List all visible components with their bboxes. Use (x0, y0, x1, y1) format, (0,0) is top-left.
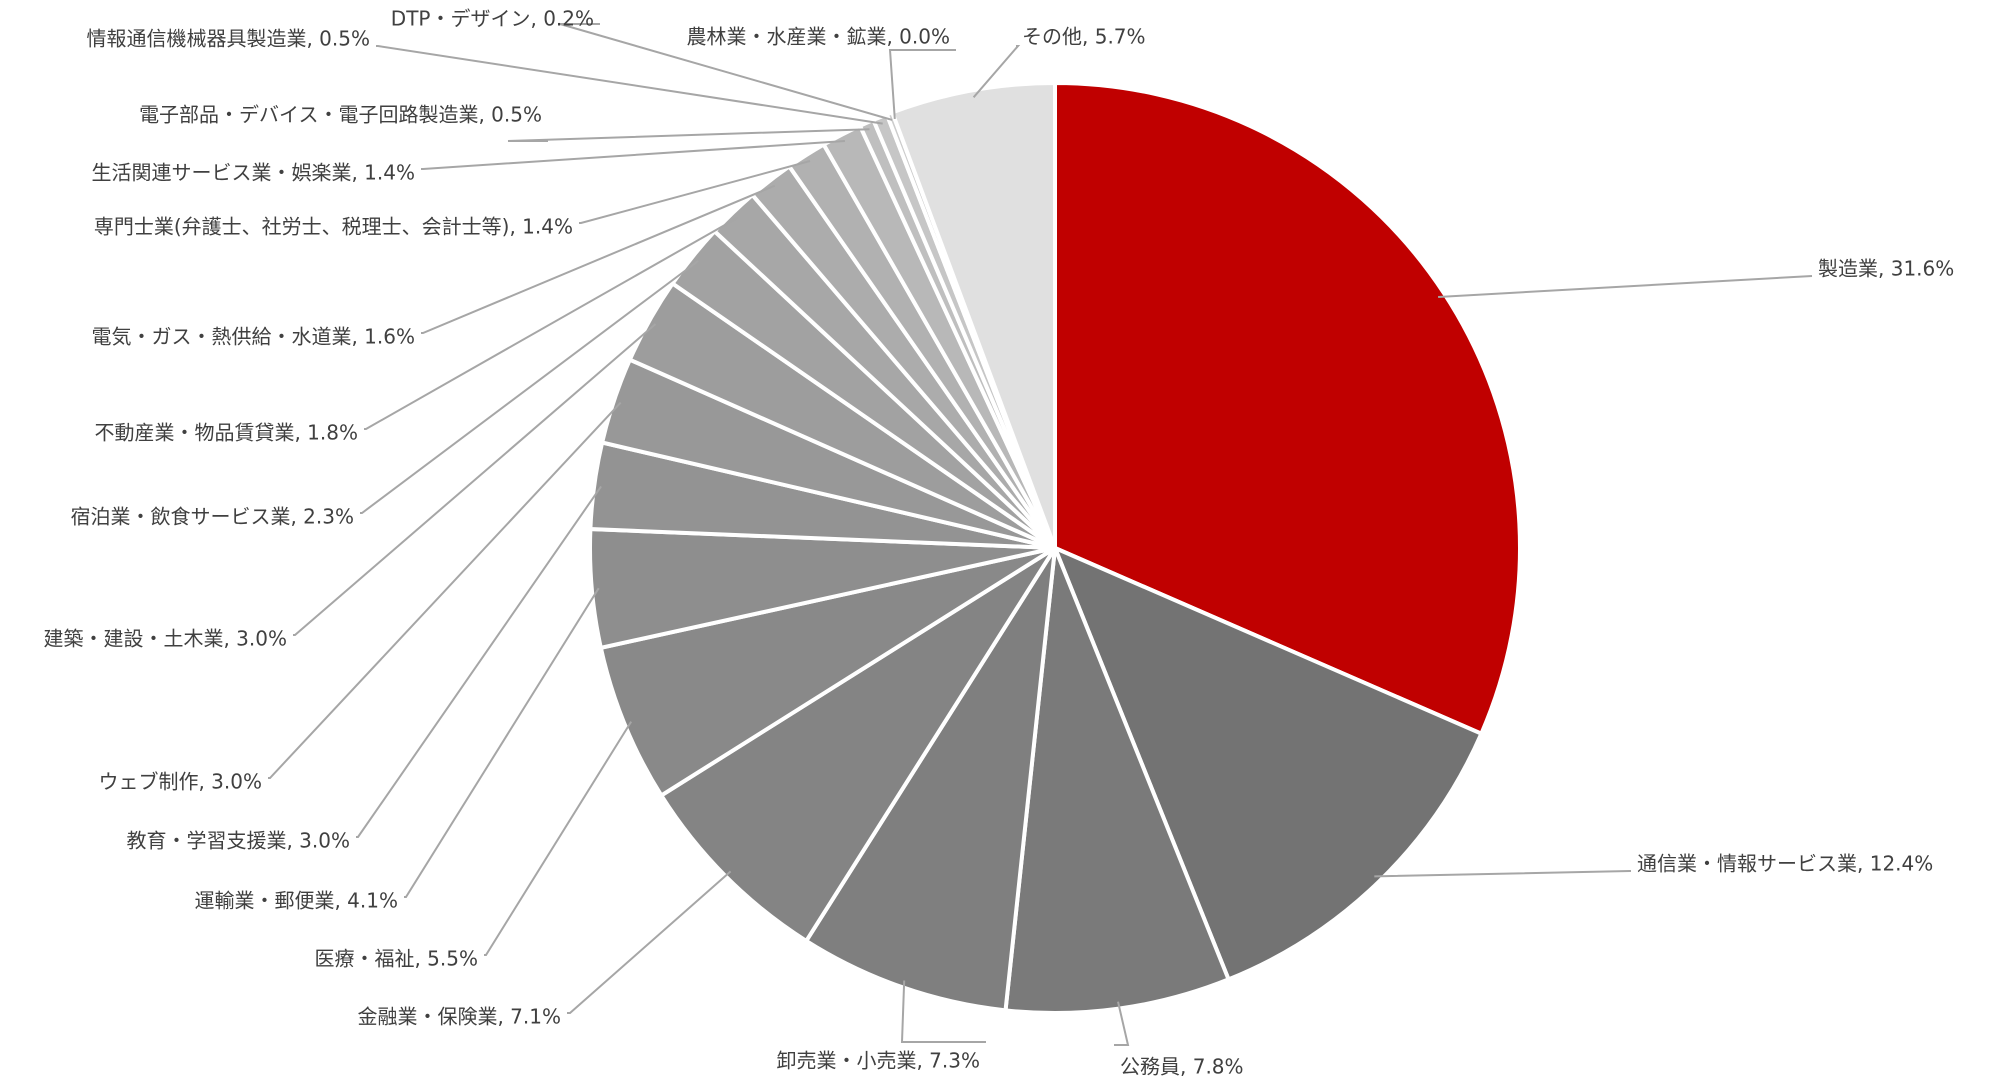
leader-line (360, 260, 699, 514)
data-labels: 製造業, 31.6% 通信業・情報サービス業, 12.4% 公務員, 7.8% 卸売業… (43, 7, 1954, 1076)
leader-line (567, 870, 732, 1014)
data-label: 生活関連サービス業・娯楽業, 1.4% (91, 161, 415, 185)
data-label: 農林業・水産業・鉱業, 0.0% (686, 25, 950, 49)
data-label: 医療・福祉, 5.5% (314, 947, 478, 971)
leader-line (888, 49, 956, 119)
data-label: 情報通信機械器具製造業, 0.5% (86, 27, 370, 51)
data-label: 金融業・保険業, 7.1% (357, 1005, 561, 1029)
leader-line (1374, 870, 1631, 878)
data-label: 不動産業・物品賃貸業, 1.8% (94, 421, 358, 445)
leader-lines (268, 23, 1813, 1046)
leader-line (356, 485, 602, 838)
leader-line (293, 323, 657, 636)
leader-line (579, 160, 811, 224)
leader-line (484, 721, 633, 956)
leader-line (559, 23, 893, 121)
data-label: 通信業・情報サービス業, 12.4% (1637, 852, 1933, 876)
data-label: 教育・学習支援業, 3.0% (126, 829, 350, 853)
data-label: DTP・デザイン, 0.2% (391, 7, 594, 31)
leader-line (404, 587, 600, 898)
data-label: その他, 5.7% (1022, 25, 1146, 49)
data-label: 製造業, 31.6% (1818, 257, 1954, 281)
data-label: ウェブ制作, 3.0% (98, 770, 262, 794)
leader-line (421, 140, 845, 170)
data-label: 卸売業・小売業, 7.3% (776, 1049, 980, 1073)
data-label: 運輸業・郵便業, 4.1% (194, 889, 398, 913)
data-label: 建築・建設・土木業, 3.0% (43, 627, 287, 651)
pie-slices (588, 80, 1522, 1015)
leader-line (507, 128, 870, 142)
leader-line (900, 980, 986, 1043)
leader-line (972, 45, 1021, 98)
leader-line (421, 184, 776, 334)
data-label: 電気・ガス・熱供給・水道業, 1.6% (91, 325, 415, 349)
data-label: 専門士業(弁護士、社労士、税理士、会計士等), 1.4% (94, 215, 573, 239)
pie-slice (1051, 544, 1484, 982)
leader-line (1114, 1001, 1130, 1046)
data-label: 公務員, 7.8% (1120, 1055, 1244, 1076)
data-label: 電子部品・デバイス・電子回路製造業, 0.5% (139, 103, 542, 127)
leader-line (268, 401, 622, 779)
pie-slice (889, 80, 1057, 549)
data-label: 宿泊業・飲食サービス業, 2.3% (70, 505, 354, 529)
pie-slice (598, 546, 1057, 799)
leader-line (1438, 275, 1813, 298)
pie-slice (803, 546, 1057, 1013)
leader-line (364, 216, 739, 430)
pie-slice (1053, 80, 1522, 737)
leader-line (376, 45, 883, 125)
